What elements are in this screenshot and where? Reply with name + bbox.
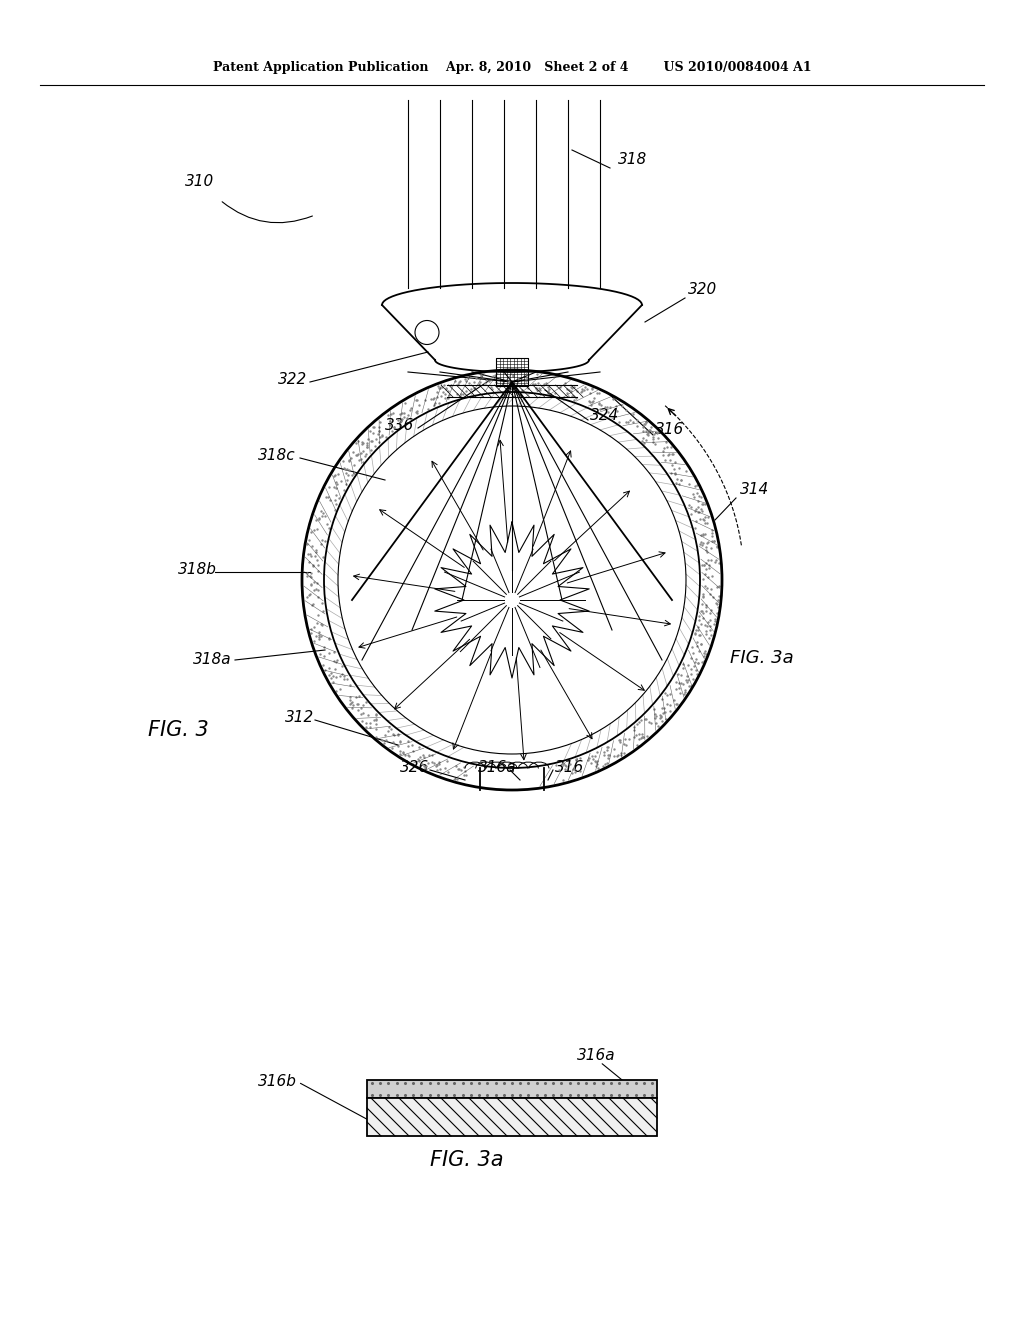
Text: 310: 310 — [185, 174, 214, 190]
Text: 318b: 318b — [178, 562, 217, 578]
Text: 324: 324 — [590, 408, 620, 422]
Text: 316: 316 — [655, 422, 684, 437]
Text: 316: 316 — [555, 760, 585, 776]
Text: FIG. 3: FIG. 3 — [148, 719, 209, 741]
Text: 318: 318 — [618, 153, 647, 168]
Text: 312: 312 — [285, 710, 314, 726]
Text: 316a: 316a — [478, 760, 517, 776]
Bar — [496, 358, 528, 385]
Text: 316a: 316a — [577, 1048, 615, 1063]
Text: 318a: 318a — [193, 652, 231, 668]
Text: 316b: 316b — [258, 1074, 297, 1089]
Text: FIG. 3a: FIG. 3a — [430, 1150, 504, 1170]
Text: 326: 326 — [400, 760, 429, 776]
Text: FIG. 3a: FIG. 3a — [730, 649, 794, 667]
Text: 318c: 318c — [258, 447, 296, 462]
Text: 314: 314 — [740, 483, 769, 498]
Text: 320: 320 — [688, 282, 717, 297]
Text: 336: 336 — [385, 417, 415, 433]
Text: 322: 322 — [278, 372, 307, 388]
Text: Patent Application Publication    Apr. 8, 2010   Sheet 2 of 4        US 2010/008: Patent Application Publication Apr. 8, 2… — [213, 62, 811, 74]
Bar — [367, 1098, 657, 1137]
Bar — [367, 1080, 657, 1098]
Text: 316: 316 — [624, 1082, 653, 1097]
